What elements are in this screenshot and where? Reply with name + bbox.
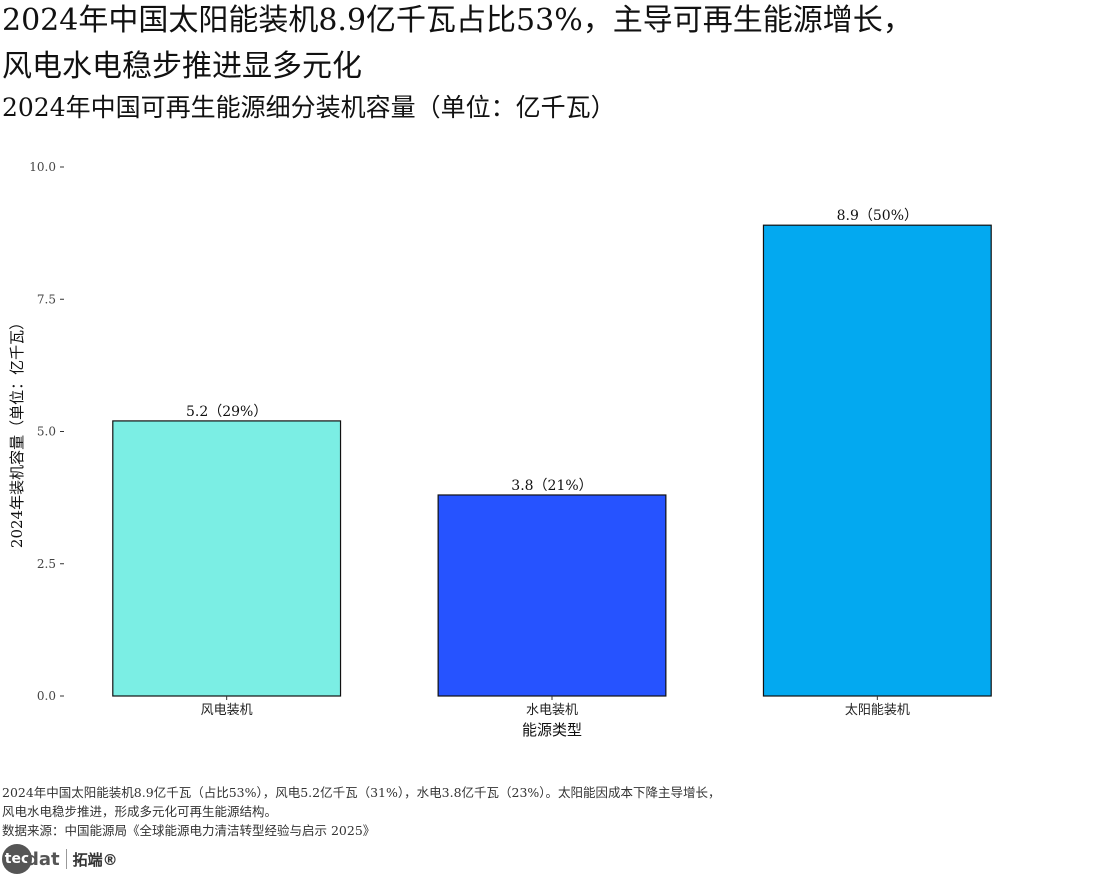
bar-data-label: 5.2（29%） [186, 404, 267, 420]
logo-chinese-name: 拓端® [72, 850, 118, 869]
y-tick-label: 0.0 [37, 689, 56, 703]
x-axis-label: 能源类型 [522, 721, 582, 739]
y-axis-label: 2024年装机容量（单位：亿千瓦） [8, 315, 26, 548]
y-tick-label: 2.5 [37, 557, 56, 571]
bar [762, 224, 992, 697]
source-note: 数据来源：中国能源局《全球能源电力清洁转型经验与启示 2025》 [2, 823, 376, 838]
bar [437, 494, 667, 697]
brand-logo: tec dat 拓端® [2, 842, 118, 876]
chart-subtitle: 2024年中国可再生能源细分装机容量（单位：亿千瓦） [2, 93, 616, 122]
logo-mark: tec [2, 844, 32, 874]
bar [112, 420, 342, 697]
bar-data-label: 8.9（50%） [837, 208, 918, 224]
caption-line-2: 风电水电稳步推进，形成多元化可再生能源结构。 [2, 804, 278, 819]
bar-chart: 0.0 2.5 5.0 7.5 10.0 5.2（29%） 风电装机 3.8（21%） 水电装机… [8, 160, 992, 739]
logo-divider [65, 849, 67, 869]
y-tick-label: 7.5 [37, 292, 56, 306]
logo-text: dat [26, 848, 60, 870]
bar-data-label: 3.8（21%） [511, 478, 592, 494]
caption-line-1: 2024年中国太阳能装机8.9亿千瓦（占比53%），风电5.2亿千瓦（31%），… [2, 785, 721, 800]
chart-title-line1: 2024年中国太阳能装机8.9亿千瓦占比53%，主导可再生能源增长， [2, 3, 913, 38]
x-tick-label: 水电装机 [526, 703, 578, 718]
chart-title-line2: 风电水电稳步推进显多元化 [2, 49, 362, 84]
y-tick-label: 10.0 [29, 160, 56, 174]
x-tick-label: 太阳能装机 [845, 703, 910, 718]
x-tick-label: 风电装机 [201, 703, 253, 718]
y-tick-label: 5.0 [37, 425, 56, 439]
